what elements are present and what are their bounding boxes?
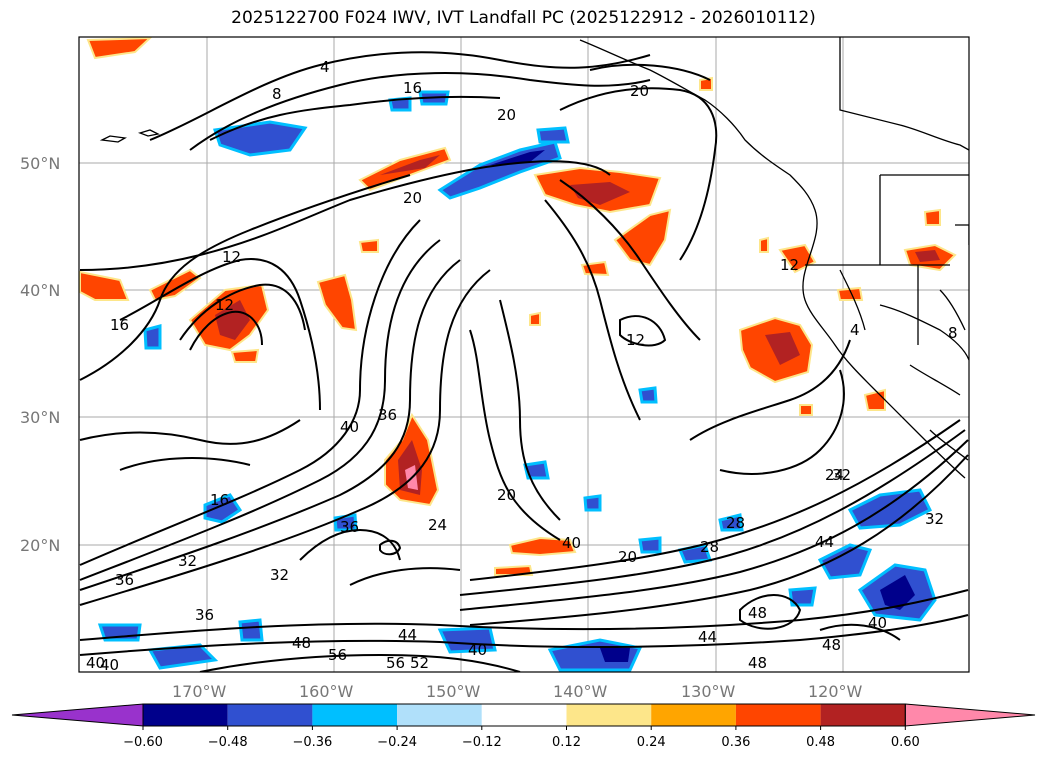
contour-label: 40 [562,534,581,552]
lon-label-160w: 160°W [299,682,354,701]
colorbar-tick-label: −0.48 [208,735,248,750]
contour-label: 52 [410,654,429,672]
contour-label: 16 [403,79,422,97]
longitude-labels: 170°W 160°W 150°W 140°W 130°W 120°W [172,682,863,701]
colorbar-tick-label: −0.12 [462,735,502,750]
contour-label: 24 [825,466,844,484]
latitude-labels: 50°N 40°N 30°N 20°N [20,154,60,555]
colorbar-border [142,703,906,727]
colorbar-tick-label: 0.60 [891,735,920,750]
contour-label: 44 [698,628,717,646]
contour-label: 48 [292,634,311,652]
contour-label: 12 [780,256,799,274]
contour-label: 24 [428,516,447,534]
contour-labels: 4 8 16 20 20 20 12 16 12 12 4 8 36 40 20… [86,58,958,674]
colorbar-tick-label: 0.48 [806,735,835,750]
contour-label: 32 [270,566,289,584]
coastlines [99,37,969,479]
lat-label-20n: 20°N [20,536,60,555]
contour-label: 32 [832,466,851,484]
lon-label-130w: 130°W [681,682,736,701]
contour-label: 32 [925,510,944,528]
colorbar-segment [566,704,652,726]
lat-label-40n: 40°N [20,281,60,300]
colorbar-extend-max [904,703,1036,727]
contour-label: 40 [86,654,105,672]
lat-label-30n: 30°N [20,408,60,427]
contour-label: 12 [222,248,241,266]
contour-label: 40 [868,614,887,632]
contour-label: 28 [700,538,719,556]
contour-label: 48 [748,604,767,622]
colorbar-tick-label: −0.60 [123,735,163,750]
contour-label: 28 [726,514,745,532]
contour-label: 20 [497,486,516,504]
colorbar-segment [820,704,906,726]
colorbar-tick-label: −0.36 [292,735,332,750]
contour-label: 8 [948,324,958,342]
contour-label: 4 [850,321,860,339]
lat-label-50n: 50°N [20,154,60,173]
contour-label: 48 [822,636,841,654]
contour-label: 16 [210,491,229,509]
map-title: 2025122700 F024 IWV, IVT Landfall PC (20… [231,8,816,28]
lon-label-140w: 140°W [553,682,608,701]
contour-label: 48 [748,654,767,672]
contour-label: 56 [328,646,347,664]
colorbar-segment [651,704,736,726]
contour-label: 20 [630,82,649,100]
colorbar-tick-label: 0.36 [721,735,750,750]
contour-label: 40 [340,418,359,436]
contour-label: 44 [815,533,834,551]
lon-label-120w: 120°W [808,682,863,701]
colorbar-tick-label: 0.24 [637,735,666,750]
colorbar-segment [312,704,398,726]
contour-label: 20 [497,106,516,124]
contour-label: 36 [195,606,214,624]
contour-label: 36 [115,571,134,589]
colorbar-tick-label: −0.24 [377,735,417,750]
contour-label: 16 [110,316,129,334]
contour-label: 40 [468,641,487,659]
colorbar-tick-labels: −0.60 −0.48 −0.36 −0.24 −0.12 0.12 0.24 0.36 0.4… [123,726,920,750]
contour-label: 36 [340,518,359,536]
contour-label: 40 [100,656,119,674]
contour-label: 56 [386,654,405,672]
lon-label-150w: 150°W [426,682,481,701]
contour-label: 36 [378,406,397,424]
lon-label-170w: 170°W [172,682,227,701]
colorbar [11,703,1036,727]
contour-label: 44 [398,626,417,644]
map-frame [78,36,970,673]
contour-label: 20 [403,189,422,207]
contour-label: 8 [272,85,282,103]
contour-label: 32 [178,552,197,570]
colorbar-extend-min [11,703,144,727]
colorbar-segment [735,704,821,726]
contour-label: 12 [626,331,645,349]
colorbar-segment [227,704,313,726]
colorbar-segment [481,704,567,726]
contour-label: 20 [618,548,637,566]
colorbar-segment [143,704,228,726]
colorbar-tick-label: 0.12 [552,735,581,750]
contour-label: 12 [215,296,234,314]
contour-label: 4 [320,58,330,76]
iwv-contours [79,51,969,672]
colorbar-segment [397,704,482,726]
